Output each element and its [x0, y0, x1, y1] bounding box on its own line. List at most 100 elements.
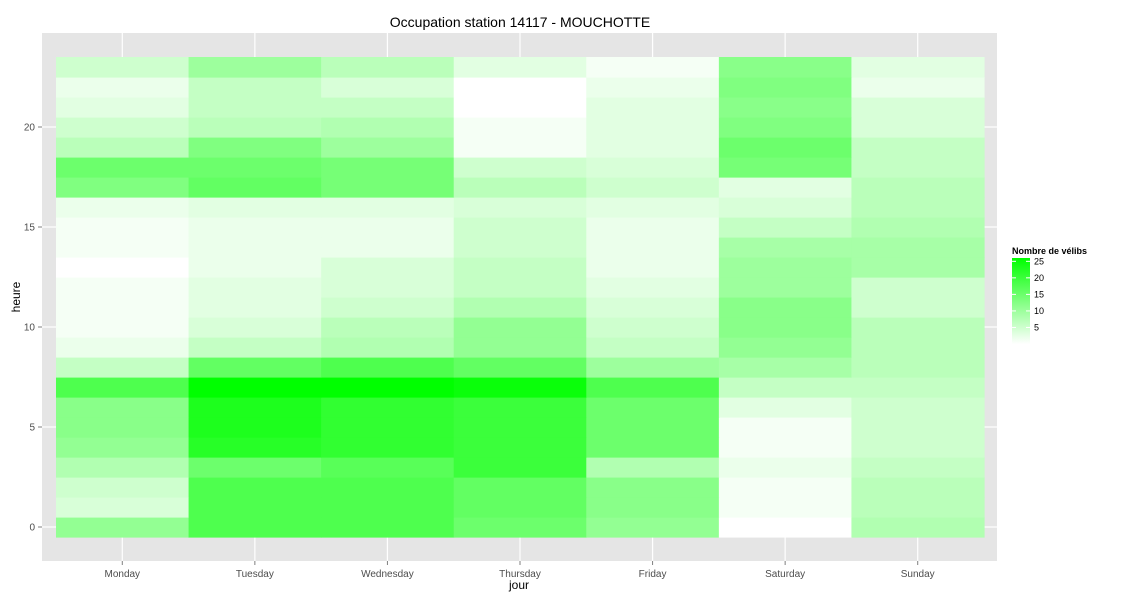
legend-colorbar: [1012, 258, 1030, 344]
heatmap-tile: [188, 197, 322, 218]
heatmap-tile: [56, 497, 190, 518]
heatmap-tile: [851, 217, 985, 238]
heatmap-tile: [851, 497, 985, 518]
heatmap-tile: [188, 177, 322, 198]
chart-title: Occupation station 14117 - MOUCHOTTE: [389, 14, 651, 30]
heatmap-tile: [718, 457, 853, 478]
heatmap-tile: [718, 377, 853, 398]
heatmap-tile: [56, 377, 190, 398]
heatmap-tile: [718, 197, 853, 218]
y-axis-ticks: 0 5 10 15 20: [24, 123, 42, 534]
heatmap-tile: [453, 57, 587, 78]
heatmap-tile: [586, 357, 720, 378]
y-tick-label: 15: [24, 223, 36, 234]
x-tick-label: Saturday: [765, 569, 805, 580]
heatmap-tile: [453, 497, 587, 518]
heatmap-tile: [586, 397, 720, 418]
heatmap-tile: [188, 317, 322, 338]
heatmap-tile: [188, 77, 322, 98]
heatmap-tile: [188, 297, 322, 318]
heatmap-tile: [321, 377, 455, 398]
heatmap-tile: [718, 477, 853, 498]
heatmap-tile: [56, 157, 190, 178]
heatmap-tile: [188, 477, 322, 498]
legend-label: 25: [1034, 256, 1044, 266]
heatmap-tile: [586, 137, 720, 158]
heatmap-tile: [586, 497, 720, 518]
heatmap-tile: [718, 277, 853, 298]
heatmap-tile: [453, 457, 587, 478]
heatmap-tile: [586, 157, 720, 178]
heatmap-tile: [851, 437, 985, 458]
heatmap-tile: [188, 497, 322, 518]
heatmap-tile: [718, 357, 853, 378]
heatmap-tile: [718, 117, 853, 138]
heatmap-tile: [718, 297, 853, 318]
heatmap-tile: [188, 517, 322, 538]
heatmap-tile: [56, 517, 190, 538]
heatmap-tile: [851, 177, 985, 198]
heatmap-tile: [321, 497, 455, 518]
heatmap-tile: [453, 97, 587, 118]
heatmap-tile: [453, 237, 587, 258]
heatmap-tile: [718, 217, 853, 238]
heatmap-tile: [851, 297, 985, 318]
heatmap-tile: [321, 237, 455, 258]
heatmap-tile: [188, 277, 322, 298]
heatmap-tile: [56, 337, 190, 358]
heatmap-tile: [718, 337, 853, 358]
heatmap-tile: [321, 197, 455, 218]
heatmap-tile: [453, 177, 587, 198]
heatmap-tile: [586, 197, 720, 218]
heatmap-tile: [188, 217, 322, 238]
heatmap-tile: [56, 97, 190, 118]
heatmap-tile: [718, 57, 853, 78]
y-axis-title: heure: [9, 281, 23, 312]
heatmap-tile: [188, 137, 322, 158]
heatmap-tile: [56, 437, 190, 458]
heatmap-tile: [453, 377, 587, 398]
heatmap-tile: [321, 477, 455, 498]
heatmap-tile: [321, 257, 455, 278]
legend-label: 15: [1034, 289, 1044, 299]
heatmap-tile: [56, 217, 190, 238]
heatmap-tile: [586, 517, 720, 538]
x-tick-label: Thursday: [499, 569, 541, 580]
heatmap-tile: [851, 277, 985, 298]
heatmap-tile: [851, 397, 985, 418]
heatmap-tile: [851, 237, 985, 258]
heatmap-tile: [453, 417, 587, 438]
heatmap-tile: [453, 357, 587, 378]
x-tick-label: Friday: [639, 569, 667, 580]
heatmap-tile: [321, 297, 455, 318]
heatmap-tile: [321, 97, 455, 118]
heatmap-tile: [56, 77, 190, 98]
heatmap-tile: [851, 157, 985, 178]
heatmap-tile: [586, 317, 720, 338]
heatmap-tile: [851, 477, 985, 498]
heatmap-tile: [586, 217, 720, 238]
heatmap-tile: [586, 77, 720, 98]
heatmap-tile: [453, 337, 587, 358]
heatmap-tile: [56, 357, 190, 378]
heatmap-tile: [188, 157, 322, 178]
heatmap-tile: [453, 297, 587, 318]
heatmap-tile: [453, 517, 587, 538]
heatmap-tile: [453, 257, 587, 278]
heatmap-tile: [586, 237, 720, 258]
heatmap-tile: [718, 157, 853, 178]
heatmap-tile: [56, 117, 190, 138]
heatmap-tile: [851, 117, 985, 138]
heatmap-tile: [188, 397, 322, 418]
heatmap-tile: [56, 297, 190, 318]
heatmap-tile: [56, 197, 190, 218]
heatmap-tile: [321, 217, 455, 238]
x-tick-label: Wednesday: [361, 569, 414, 580]
heatmap-tile: [586, 417, 720, 438]
heatmap-tile: [586, 437, 720, 458]
heatmap-tile: [188, 57, 322, 78]
heatmap-tile: [321, 337, 455, 358]
heatmap-tile: [718, 497, 853, 518]
heatmap-tile: [56, 397, 190, 418]
